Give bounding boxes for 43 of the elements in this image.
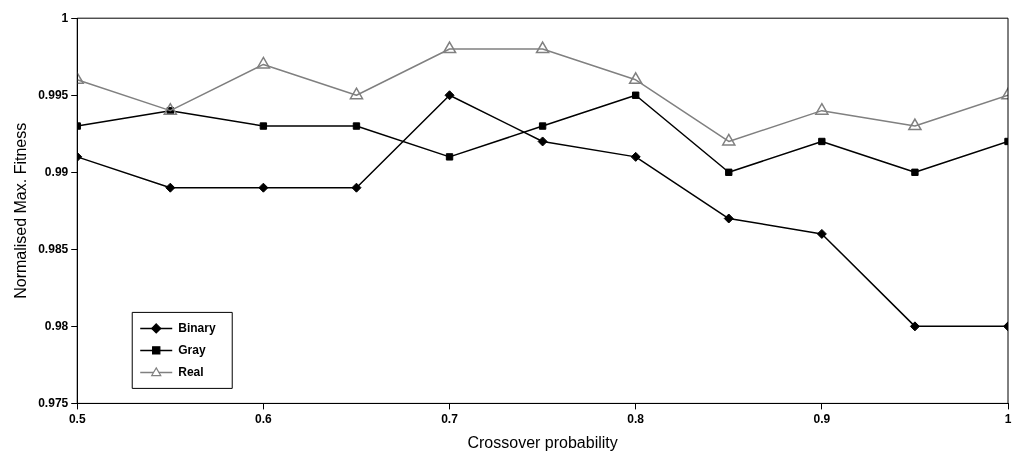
point [352,122,361,130]
x-tick-label: 0.7 [441,411,459,426]
x-tick-label: 1 [1004,411,1012,426]
point [444,90,455,101]
y-tick-label: 0.995 [38,87,69,102]
y-tick-label: 0.99 [44,164,69,179]
point [259,122,268,130]
point [815,102,829,115]
point [911,168,919,176]
y-tick-label: 0.975 [38,395,69,410]
point [628,72,643,85]
point [349,87,364,100]
legend-label: Real [178,364,204,379]
legend-label: Binary [178,320,216,335]
point [538,122,547,130]
point [721,133,736,146]
x-tick-label: 0.9 [813,411,831,426]
y-axis-title: Normalised Max. Fitness [12,122,30,299]
point [445,153,454,161]
y-tick-label: 0.985 [38,241,69,256]
point [630,151,641,162]
point [442,41,457,54]
point [351,182,362,193]
legend-label: Gray [178,342,206,357]
point [909,321,920,332]
point [816,228,827,239]
x-axis-title: Crossover probability [467,433,618,451]
point [632,91,640,99]
point [163,102,178,115]
x-tick-label: 0.5 [68,411,86,426]
point [725,168,733,176]
point [723,213,734,224]
point [535,41,550,54]
point [256,56,271,69]
y-tick-label: 0.98 [44,318,69,333]
point [908,118,922,131]
point [165,182,176,193]
point [818,137,826,146]
x-tick-label: 0.6 [255,411,273,426]
point [258,182,269,193]
point [537,136,548,147]
x-tick-label: 0.8 [627,411,645,426]
y-tick-label: 1 [61,10,69,25]
